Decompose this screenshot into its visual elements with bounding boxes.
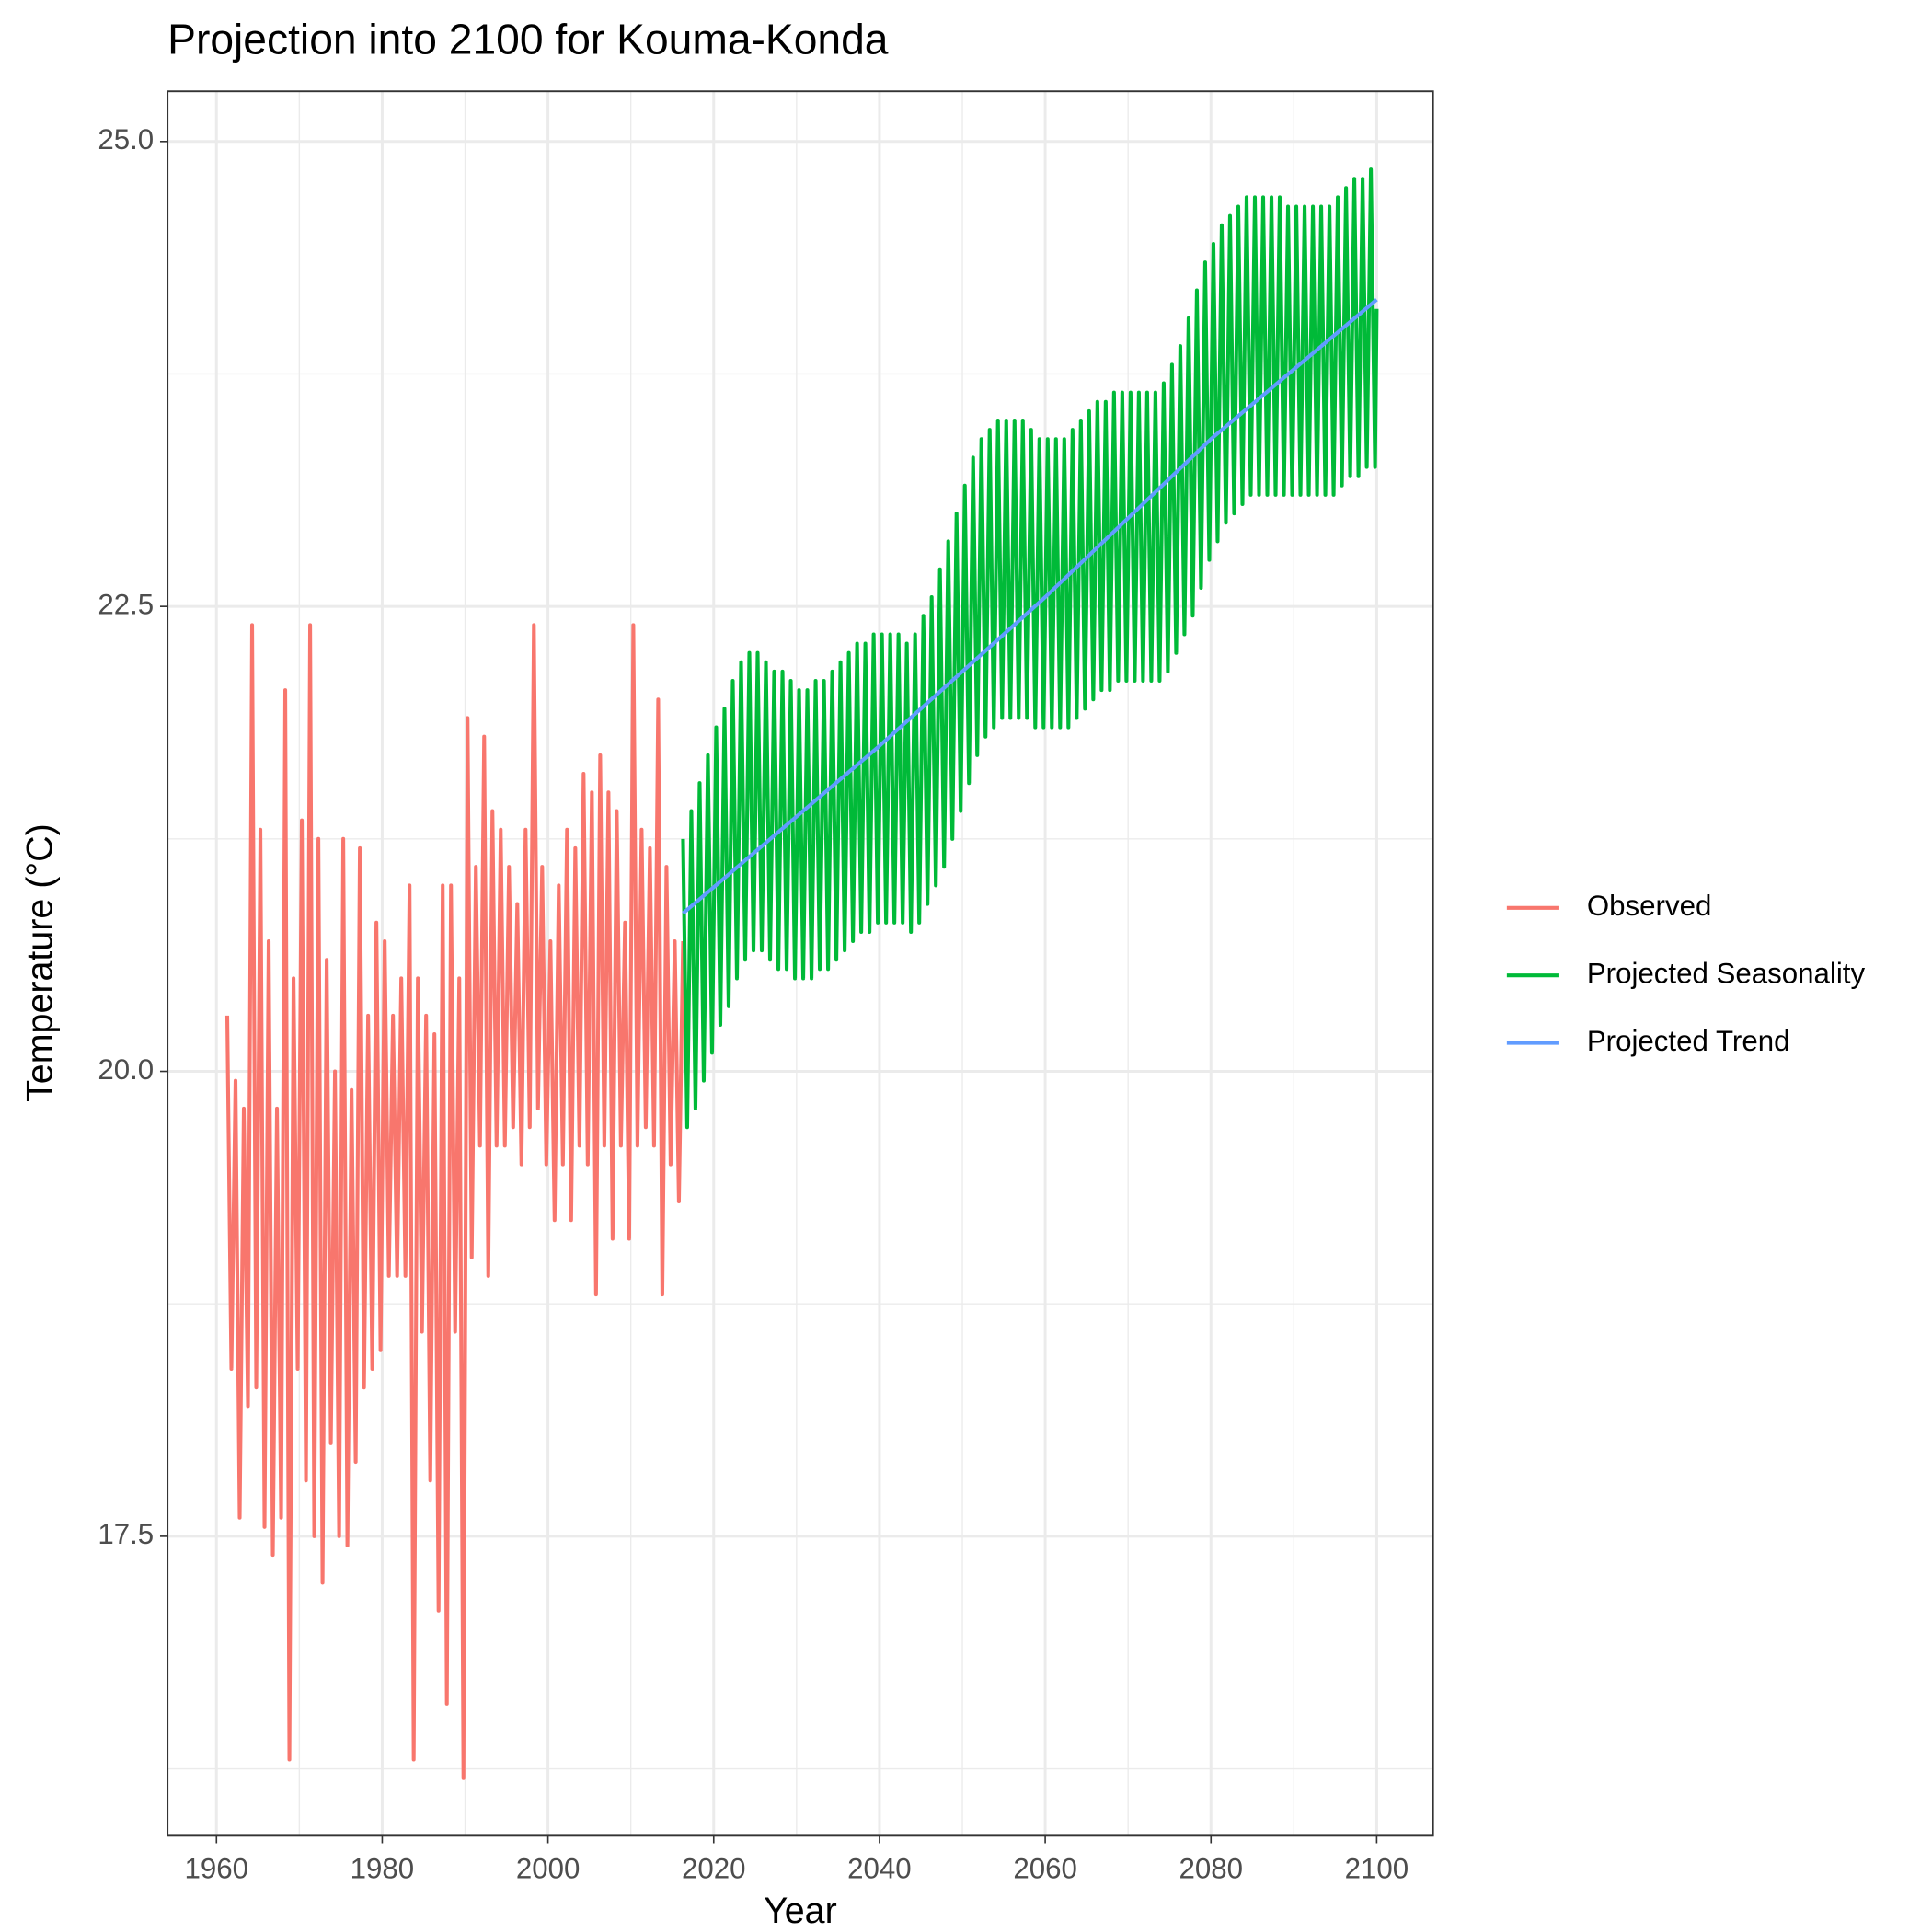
panel-border: [167, 90, 1434, 1837]
x-tick-label: 2000: [516, 1853, 581, 1885]
x-tick-label: 2100: [1345, 1853, 1409, 1885]
legend-label: Projected Seasonality: [1587, 957, 1866, 989]
y-axis-label: Temperature (°C): [20, 823, 61, 1102]
y-tick-label: 22.5: [98, 588, 154, 620]
y-tick-label: 25.0: [98, 123, 154, 155]
x-tick-label: 2080: [1179, 1853, 1243, 1885]
x-tick-label: 2040: [847, 1853, 912, 1885]
series-line: [682, 298, 1378, 915]
legend-label: Observed: [1587, 890, 1711, 922]
y-tick-label: 17.5: [98, 1518, 154, 1550]
series-line: [681, 167, 1379, 1130]
x-tick-label: 1980: [351, 1853, 415, 1885]
chart-title: Projection into 2100 for Kouma-Konda: [167, 15, 889, 63]
x-tick-label: 1960: [185, 1853, 249, 1885]
legend-label: Projected Trend: [1587, 1025, 1790, 1057]
series-line: [224, 623, 685, 1780]
y-tick-label: 20.0: [98, 1053, 154, 1086]
x-tick-label: 2020: [682, 1853, 746, 1885]
x-axis-label: Year: [764, 1891, 837, 1931]
x-tick-label: 2060: [1013, 1853, 1077, 1885]
